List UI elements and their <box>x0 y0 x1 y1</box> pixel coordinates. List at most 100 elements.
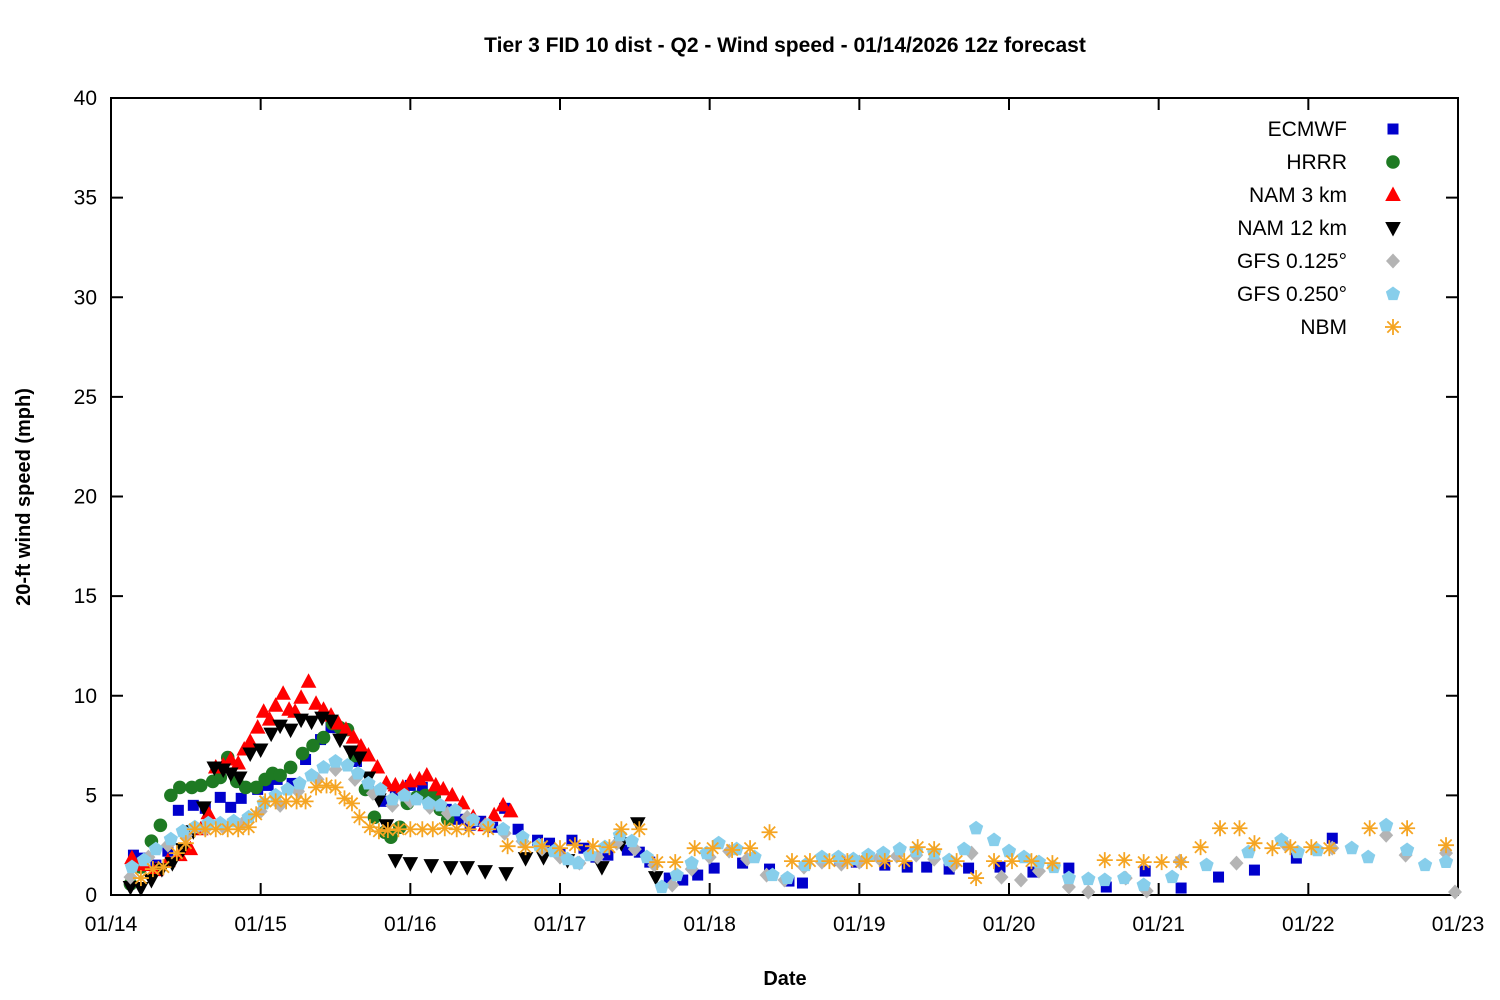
triangle-up-marker <box>1385 186 1401 201</box>
x-tick-label: 01/22 <box>1282 913 1335 936</box>
asterisk-marker <box>613 821 630 838</box>
triangle-up-marker <box>345 729 362 744</box>
triangle-down-marker <box>477 865 493 880</box>
pentagon-marker <box>546 843 562 858</box>
asterisk-marker <box>1173 854 1190 871</box>
x-tick-label: 01/14 <box>85 913 138 936</box>
pentagon-marker <box>241 809 256 824</box>
diamond-marker <box>1386 253 1400 269</box>
asterisk-marker <box>1192 839 1209 856</box>
triangle-up-marker <box>255 703 272 718</box>
asterisk-marker <box>267 793 284 810</box>
square-marker <box>963 862 975 874</box>
triangle-up-marker <box>369 758 386 774</box>
legend-label-hrrr: HRRR <box>1286 151 1347 174</box>
pentagon-marker <box>684 855 699 870</box>
y-tick-label: 10 <box>74 685 97 708</box>
circle-marker <box>173 780 187 795</box>
triangle-down-marker <box>303 715 320 731</box>
asterisk-marker <box>1361 820 1378 837</box>
pentagon-marker <box>448 802 463 817</box>
asterisk-marker <box>876 853 893 870</box>
asterisk-marker <box>230 821 247 838</box>
x-tick-label: 01/20 <box>983 913 1036 936</box>
pentagon-marker <box>831 849 846 864</box>
x-axis-label: Date <box>763 968 806 990</box>
asterisk-marker <box>649 854 666 871</box>
triangle-down-marker <box>378 819 395 834</box>
asterisk-marker <box>132 870 149 887</box>
triangle-down-marker <box>387 854 404 869</box>
series-nbm <box>132 777 1455 887</box>
square-marker <box>764 863 776 875</box>
pentagon-marker <box>1241 844 1256 859</box>
circle-marker <box>164 788 178 803</box>
triangle-down-marker <box>222 767 239 782</box>
triangle-down-marker <box>442 861 459 876</box>
pentagon-marker <box>226 813 241 828</box>
triangle-up-marker <box>495 796 511 812</box>
pentagon-marker <box>624 833 639 848</box>
y-tick-label: 30 <box>74 286 97 309</box>
pentagon-marker <box>350 765 366 780</box>
square-marker <box>544 837 556 849</box>
legend-label-gfs-0-125: GFS 0.125° <box>1237 250 1347 273</box>
square-marker <box>921 861 933 873</box>
x-tick-label: 01/21 <box>1132 913 1185 936</box>
square-marker <box>692 869 704 881</box>
triangle-down-marker <box>332 733 348 749</box>
circle-marker <box>316 730 331 745</box>
diamond-marker <box>1013 872 1028 888</box>
triangle-up-marker <box>293 689 309 704</box>
triangle-down-marker <box>122 881 139 896</box>
asterisk-marker <box>219 821 236 838</box>
pentagon-marker <box>892 841 907 856</box>
triangle-up-marker <box>435 780 452 796</box>
square-marker <box>737 857 749 869</box>
square-marker <box>994 861 1006 873</box>
square-marker <box>602 849 614 861</box>
asterisk-marker <box>168 845 185 862</box>
pentagon-marker <box>560 851 575 866</box>
asterisk-marker <box>240 819 257 836</box>
asterisk-marker <box>351 809 368 826</box>
pentagon-marker <box>163 831 178 846</box>
asterisk-marker <box>402 821 419 838</box>
asterisk-marker <box>1116 852 1133 869</box>
y-tick-label: 25 <box>74 386 97 409</box>
triangle-up-marker <box>338 721 354 736</box>
asterisk-marker <box>308 779 325 796</box>
pentagon-marker <box>1344 840 1359 855</box>
asterisk-marker <box>1044 855 1061 872</box>
asterisk-marker <box>1246 835 1263 852</box>
pentagon-marker <box>765 867 780 882</box>
square-marker <box>663 872 675 884</box>
triangle-down-marker <box>195 801 212 816</box>
triangle-up-marker <box>308 695 324 710</box>
triangle-down-marker <box>594 861 610 876</box>
triangle-up-marker <box>353 738 369 753</box>
pentagon-marker <box>1097 872 1112 887</box>
pentagon-marker <box>986 832 1002 847</box>
legend-label-nbm: NBM <box>1300 316 1347 339</box>
x-tick-label: 01/18 <box>683 913 736 936</box>
square-marker <box>512 823 524 835</box>
triangle-down-marker <box>630 817 646 832</box>
pentagon-marker <box>328 754 343 768</box>
plot-area: 0 5 10 15 20 25 30 35 40 01/14 01/15 01/16 01/17 01/1… <box>74 87 1485 936</box>
asterisk-marker <box>742 840 759 857</box>
asterisk-marker <box>197 821 214 838</box>
chart-title: Tier 3 FID 10 dist - Q2 - Wind speed - 0… <box>484 34 1086 57</box>
asterisk-marker <box>631 821 648 838</box>
pentagon-marker <box>421 795 436 810</box>
circle-marker <box>1386 155 1400 169</box>
asterisk-marker <box>801 853 818 870</box>
asterisk-marker <box>724 841 741 858</box>
diamond-marker <box>1081 884 1096 900</box>
x-tick-label: 01/19 <box>833 913 886 936</box>
square-marker <box>416 781 428 793</box>
y-tick-label: 35 <box>74 187 97 210</box>
pentagon-marker <box>495 821 511 836</box>
pentagon-marker <box>409 791 424 806</box>
square-marker <box>796 877 808 889</box>
